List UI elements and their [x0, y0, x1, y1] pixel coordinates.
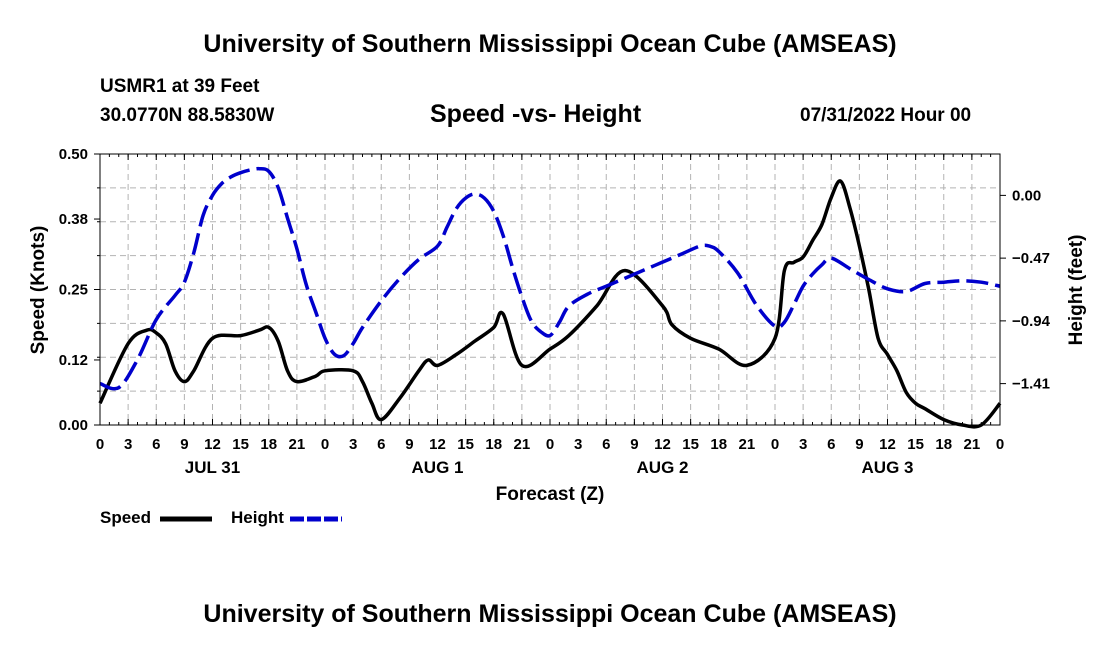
y-tick-label: 0.12 [59, 352, 88, 369]
y2-tick-label: 0.00 [1012, 187, 1041, 204]
y-tick-label: 0.50 [59, 146, 88, 163]
x-tick-label: 15 [682, 436, 699, 453]
series-group [98, 166, 1002, 429]
x-tick-label: 0 [996, 436, 1004, 453]
y2-axis-label: Height (feet) [1066, 235, 1087, 346]
x-tick-label: 21 [739, 436, 756, 453]
coordinates-label: 30.0770N 88.5830W [100, 105, 275, 126]
day-label: JUL 31 [185, 458, 240, 477]
x-tick-label: 12 [654, 436, 671, 453]
y2-tick-label: −1.41 [1012, 376, 1050, 393]
x-tick-label: 3 [124, 436, 132, 453]
x-tick-label: 9 [630, 436, 638, 453]
footer-title: University of Southern Mississippi Ocean… [203, 600, 897, 628]
axes-group: 0 3 6 9 12 15 18 21 0 3 6 9 12 15 18 21 0 3 6 9 12 15 18 21 0 3 6 9… [59, 146, 1051, 477]
x-axis-label: Forecast (Z) [496, 484, 605, 505]
x-tick-label: 6 [377, 436, 385, 453]
x-tick-label: 9 [405, 436, 413, 453]
x-tick-label: 12 [879, 436, 896, 453]
station-label: USMR1 at 39 Feet [100, 76, 260, 97]
x-tick-label: 21 [289, 436, 306, 453]
x-tick-label: 6 [602, 436, 610, 453]
x-tick-label: 15 [907, 436, 924, 453]
y-tick-label: 0.38 [59, 211, 88, 228]
x-tick-label: 6 [152, 436, 160, 453]
x-tick-label: 3 [574, 436, 582, 453]
chart-title: Speed -vs- Height [430, 100, 642, 128]
y-axis-label: Speed (Knots) [28, 226, 49, 355]
y2-tick-label: −0.94 [1012, 313, 1051, 330]
x-tick-label: 6 [827, 436, 835, 453]
legend-height-label: Height [231, 508, 284, 527]
x-tick-label: 21 [964, 436, 981, 453]
x-tick-label: 3 [799, 436, 807, 453]
legend-speed-label: Speed [100, 508, 152, 527]
x-tick-label: 12 [204, 436, 221, 453]
day-label: AUG 2 [637, 458, 689, 477]
day-label: AUG 1 [412, 458, 464, 477]
x-tick-label: 9 [180, 436, 188, 453]
day-label: AUG 3 [862, 458, 914, 477]
x-tick-label: 18 [485, 436, 502, 453]
y-tick-label: 0.25 [59, 282, 88, 299]
x-tick-label: 0 [771, 436, 779, 453]
x-tick-label: 12 [429, 436, 446, 453]
grid-lines [100, 154, 1000, 425]
x-tick-label: 0 [321, 436, 329, 453]
y-tick-label: 0.00 [59, 417, 88, 434]
x-tick-label: 0 [96, 436, 104, 453]
x-tick-label: 15 [232, 436, 249, 453]
x-tick-label: 21 [514, 436, 531, 453]
x-tick-label: 18 [935, 436, 952, 453]
chart-header-title: University of Southern Mississippi Ocean… [203, 30, 897, 58]
x-tick-label: 18 [710, 436, 727, 453]
forecast-date-label: 07/31/2022 Hour 00 [800, 105, 972, 126]
x-tick-label: 3 [349, 436, 357, 453]
x-tick-label: 18 [260, 436, 277, 453]
y2-tick-label: −0.47 [1012, 250, 1050, 267]
x-tick-label: 9 [855, 436, 863, 453]
series-line-speed [98, 179, 1002, 429]
x-tick-label: 0 [546, 436, 554, 453]
x-tick-label: 15 [457, 436, 474, 453]
series-line-height [99, 166, 1001, 391]
